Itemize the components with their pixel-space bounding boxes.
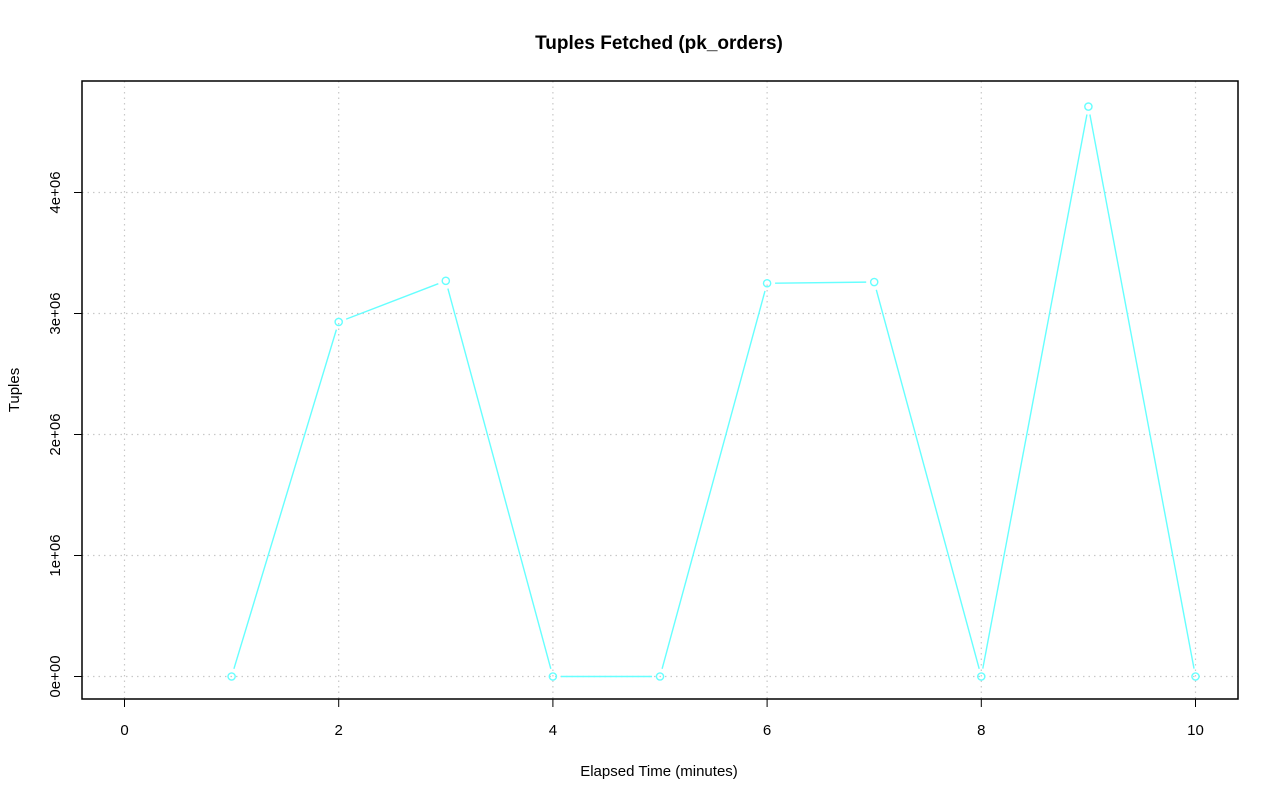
series-line-segment xyxy=(447,288,552,669)
x-axis-label: Elapsed Time (minutes) xyxy=(580,763,738,780)
x-tick-label: 4 xyxy=(549,722,557,739)
series-line-segment xyxy=(775,281,867,284)
y-tick-label: 4e+06 xyxy=(47,171,64,213)
series-line-segment xyxy=(982,114,1088,669)
series-line-segment xyxy=(875,289,980,669)
y-tick-label: 1e+06 xyxy=(47,534,64,576)
data-point xyxy=(548,672,558,681)
series-line-segment xyxy=(1089,114,1195,669)
axes: 0 2 4 6 8 10 0e+00 1e+06 2e+06 3e+06 4e+06 xyxy=(47,171,1204,739)
x-tick-label: 10 xyxy=(1187,722,1204,739)
x-tick-label: 0 xyxy=(120,722,128,739)
data-point xyxy=(441,276,451,286)
data-point xyxy=(1084,102,1093,111)
x-tick-label: 8 xyxy=(977,722,985,739)
y-tick-label: 3e+06 xyxy=(47,292,64,334)
data-point xyxy=(762,278,772,288)
data-point xyxy=(977,672,986,681)
series-line-segment xyxy=(233,329,338,670)
grid-lines xyxy=(82,81,1238,699)
chart-title: Tuples Fetched (pk_orders) xyxy=(535,33,783,54)
data-point xyxy=(1191,672,1200,681)
x-tick-label: 2 xyxy=(335,722,343,739)
series-line-segment xyxy=(345,283,439,320)
y-tick-label: 2e+06 xyxy=(47,413,64,455)
data-point xyxy=(655,672,665,681)
data-point xyxy=(334,317,344,327)
data-point xyxy=(869,277,879,287)
series-line-segment xyxy=(661,290,766,669)
y-axis-label: Tuples xyxy=(6,368,23,412)
data-point xyxy=(227,672,236,681)
plot-frame xyxy=(81,80,1239,700)
x-tick-label: 6 xyxy=(763,722,771,739)
series-group xyxy=(227,102,1200,681)
y-tick-label: 0e+00 xyxy=(47,655,64,697)
